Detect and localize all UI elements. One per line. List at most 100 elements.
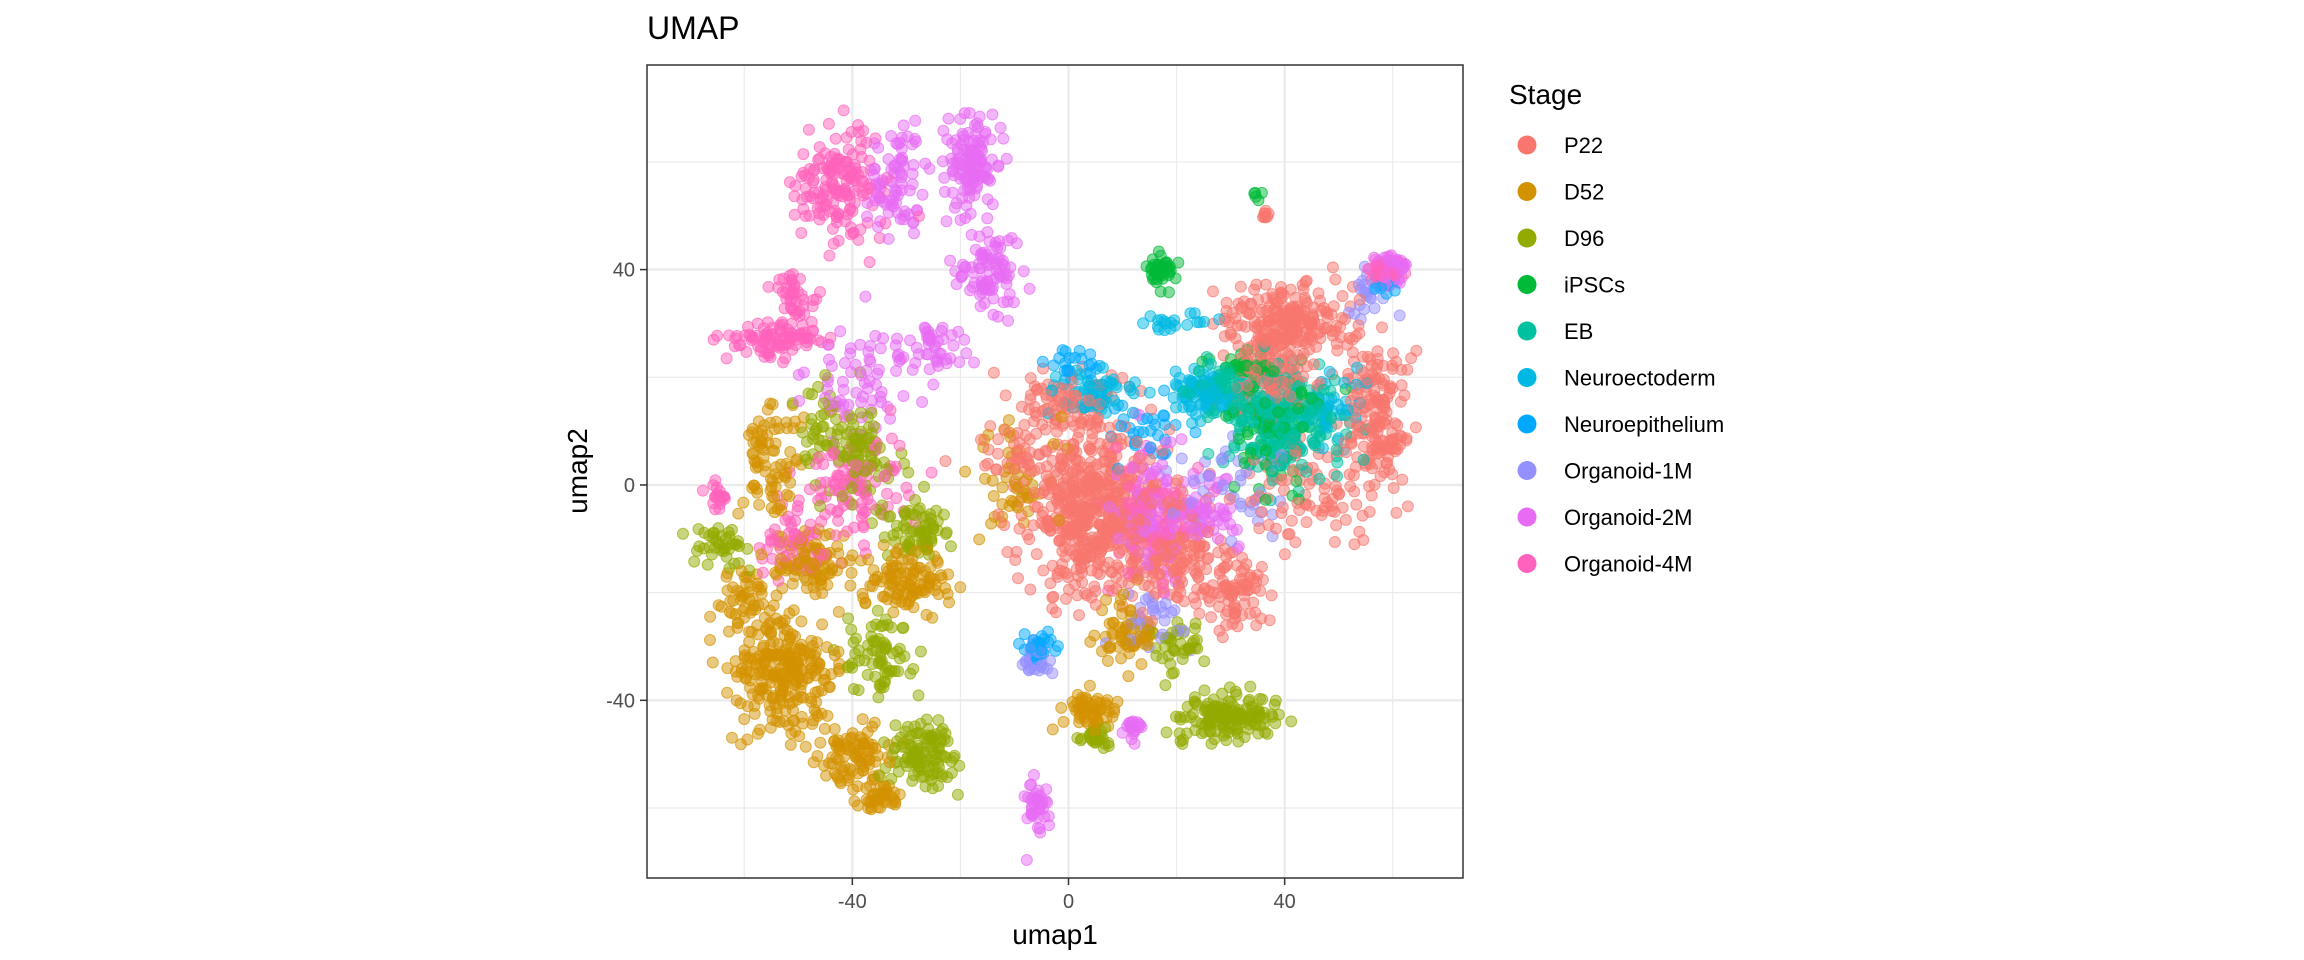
data-point [1088, 724, 1101, 737]
data-point [1352, 319, 1365, 332]
data-point [1204, 357, 1217, 370]
data-point [1205, 611, 1218, 624]
data-point [713, 485, 726, 498]
data-point [1046, 602, 1059, 615]
data-point [1235, 319, 1248, 332]
data-point [753, 498, 766, 511]
data-point [855, 151, 868, 163]
data-point [816, 618, 829, 631]
data-point [1363, 505, 1376, 518]
data-point [1085, 357, 1098, 370]
data-point [1266, 465, 1279, 478]
data-point [720, 352, 733, 365]
data-point [1330, 519, 1343, 532]
data-point [932, 714, 945, 727]
data-points [677, 104, 1423, 866]
data-point [911, 587, 924, 600]
data-point [1276, 375, 1289, 388]
data-point [1002, 314, 1015, 327]
data-point [726, 731, 738, 744]
data-point [731, 621, 744, 634]
data-point [1115, 652, 1128, 665]
data-point [844, 347, 857, 360]
data-point [918, 480, 930, 493]
data-point [864, 339, 877, 352]
data-point [975, 276, 988, 289]
plot-area [646, 64, 1464, 879]
data-point [1305, 317, 1318, 330]
data-point [907, 159, 920, 171]
data-point [1104, 641, 1116, 654]
data-point [860, 136, 873, 149]
data-point [780, 416, 793, 429]
data-point [1233, 392, 1246, 405]
data-point [878, 736, 891, 749]
data-point [1296, 421, 1309, 433]
data-point [852, 126, 865, 139]
data-point [1187, 474, 1200, 487]
data-point [959, 465, 972, 478]
data-point [848, 184, 861, 197]
data-point [908, 227, 920, 240]
data-point [802, 123, 815, 136]
data-point [862, 553, 875, 566]
data-point [818, 667, 831, 680]
data-point [696, 484, 709, 497]
data-point [1368, 478, 1381, 491]
data-point [721, 686, 734, 699]
data-point [867, 420, 880, 433]
data-point [1341, 403, 1354, 416]
data-point [1312, 287, 1325, 300]
data-point [1122, 670, 1135, 683]
data-point [1056, 558, 1069, 570]
data-point [1061, 472, 1074, 485]
data-point [884, 404, 897, 417]
data-point [1155, 487, 1168, 500]
data-point [720, 570, 733, 583]
data-point [997, 296, 1010, 309]
data-point [898, 205, 911, 218]
data-point [812, 380, 825, 393]
data-point [1200, 563, 1213, 576]
data-point [1132, 548, 1145, 561]
data-point [804, 518, 817, 531]
data-point [986, 108, 999, 121]
data-point [913, 210, 925, 223]
data-point [858, 539, 870, 552]
data-point [906, 774, 919, 787]
data-point [1141, 412, 1154, 425]
data-point [1089, 421, 1102, 434]
data-point [1082, 440, 1095, 453]
data-point [787, 604, 800, 617]
data-point [864, 450, 877, 462]
data-point [889, 719, 902, 732]
data-point [1256, 693, 1269, 706]
data-point [1198, 655, 1211, 668]
data-point [1234, 497, 1247, 510]
data-point [869, 194, 882, 207]
data-point [931, 515, 944, 528]
data-point [927, 378, 940, 391]
data-point [979, 459, 992, 472]
data-point [1386, 468, 1399, 481]
data-point [922, 548, 935, 561]
data-point [1002, 414, 1015, 427]
data-point [1132, 572, 1145, 585]
data-point [1219, 315, 1232, 328]
data-point [874, 681, 887, 694]
data-point [878, 470, 891, 483]
data-point [910, 545, 922, 558]
data-point [790, 455, 803, 467]
data-point [829, 132, 842, 145]
data-point [1198, 725, 1211, 738]
data-point [837, 383, 850, 396]
data-point [885, 432, 898, 445]
data-point [1179, 711, 1192, 724]
data-point [1366, 441, 1379, 454]
data-point [1295, 385, 1308, 398]
data-point [828, 723, 841, 735]
data-point [713, 497, 726, 510]
data-point [925, 466, 938, 479]
data-point [744, 606, 757, 619]
data-point [755, 548, 768, 561]
